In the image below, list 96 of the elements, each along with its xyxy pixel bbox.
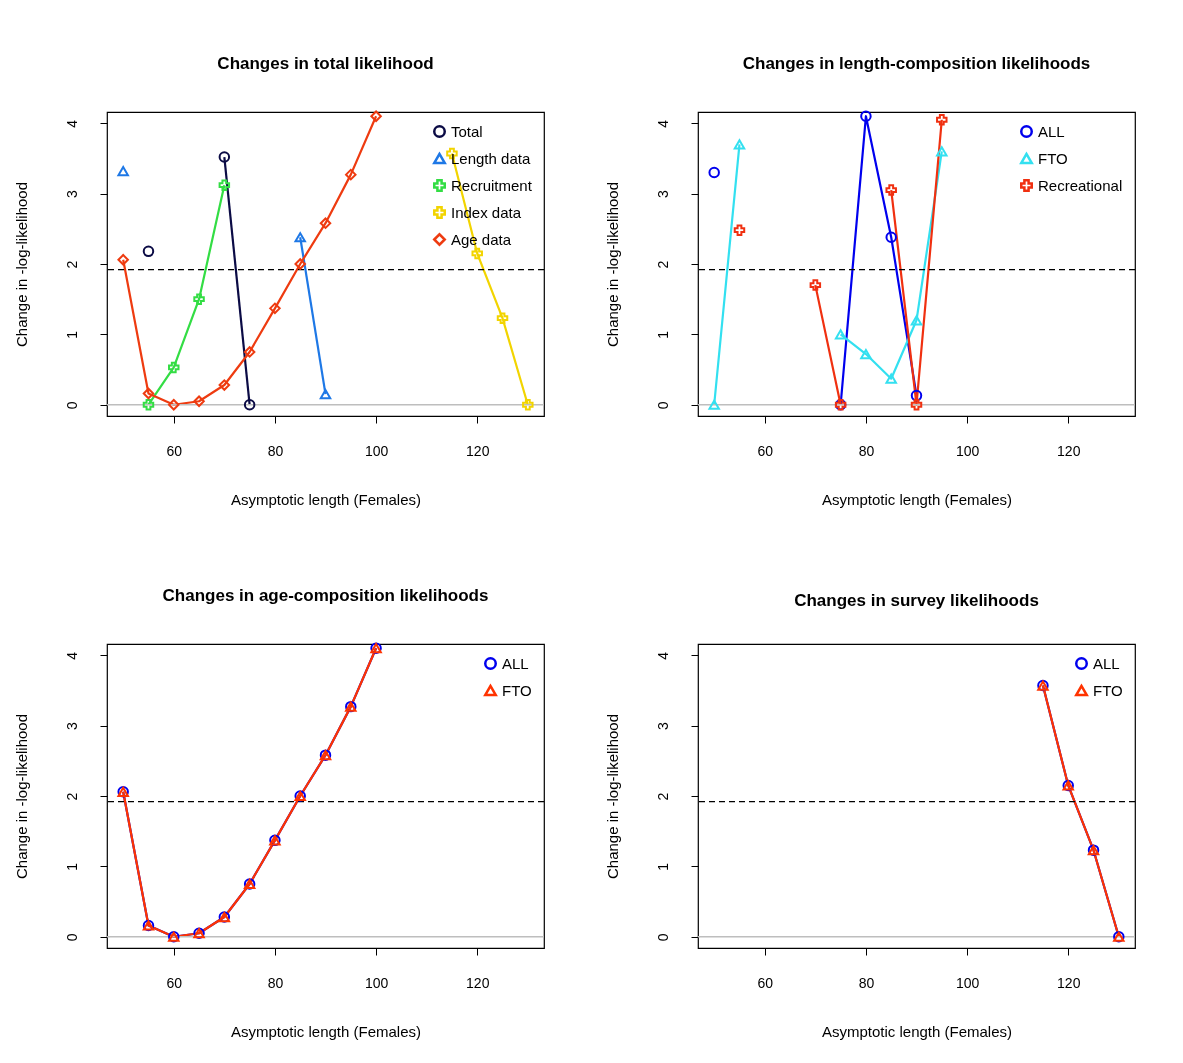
point xyxy=(834,329,847,340)
y-axis-title: Change in -log-likelihood xyxy=(12,181,30,348)
point xyxy=(319,389,332,400)
point xyxy=(218,151,231,163)
x-tick-label: 120 xyxy=(466,974,490,991)
point xyxy=(708,399,720,410)
point xyxy=(218,179,231,191)
y-tick-label: 2 xyxy=(63,260,80,269)
y-tick-label: 0 xyxy=(63,401,80,410)
y-tick-label: 0 xyxy=(654,401,671,410)
y-axis-title: Change in -log-likelihood xyxy=(603,713,621,880)
point xyxy=(218,379,231,391)
point xyxy=(885,231,897,243)
y-tick-label: 3 xyxy=(63,722,80,731)
y-tick-label: 2 xyxy=(63,792,80,801)
x-tick-label: 80 xyxy=(267,974,284,991)
point xyxy=(910,399,923,411)
chart-title: Changes in survey likelihoods xyxy=(794,591,1039,610)
y-tick-label: 2 xyxy=(654,792,671,801)
y-tick-label: 0 xyxy=(654,933,671,942)
x-tick-label: 120 xyxy=(466,442,490,459)
x-tick-label: 120 xyxy=(1057,974,1081,991)
point xyxy=(319,217,332,229)
x-tick-label: 80 xyxy=(267,442,284,459)
legend-label: ALL xyxy=(502,654,529,672)
chart-title: Changes in total likelihood xyxy=(217,54,434,74)
y-tick-label: 1 xyxy=(654,862,671,871)
point xyxy=(471,247,483,260)
chart-title: Changes in length-composition likelihoods xyxy=(742,54,1091,74)
x-tick-label: 60 xyxy=(166,442,183,459)
point xyxy=(269,302,281,315)
point xyxy=(809,279,822,291)
x-tick-label: 100 xyxy=(364,974,389,991)
point xyxy=(860,348,872,360)
point xyxy=(936,114,948,126)
point xyxy=(142,399,155,411)
point xyxy=(243,399,256,411)
point xyxy=(885,373,897,384)
point xyxy=(193,395,205,407)
legend-label: ALL xyxy=(1038,122,1065,140)
x-tick-label: 120 xyxy=(1057,442,1081,459)
point xyxy=(142,245,155,258)
legend-label: FTO xyxy=(1093,681,1123,699)
point xyxy=(243,346,256,358)
y-tick-label: 1 xyxy=(63,330,80,339)
x-tick-label: 60 xyxy=(166,974,183,991)
point xyxy=(117,254,129,266)
legend-label: FTO xyxy=(502,681,532,699)
y-tick-label: 1 xyxy=(63,862,80,871)
point xyxy=(910,389,923,402)
x-tick-label: 100 xyxy=(364,442,389,459)
x-tick-label: 100 xyxy=(955,974,980,991)
point xyxy=(168,399,180,411)
legend-label: ALL xyxy=(1093,654,1120,672)
x-axis-title: Asymptotic length (Females) xyxy=(821,1022,1013,1040)
point xyxy=(733,139,746,150)
y-tick-label: 4 xyxy=(63,119,80,128)
point xyxy=(708,166,720,179)
point xyxy=(910,315,923,326)
point xyxy=(860,110,872,122)
legend-label: Recreational xyxy=(1038,176,1123,194)
y-axis-title: Change in -log-likelihood xyxy=(603,181,621,348)
x-tick-label: 80 xyxy=(858,974,875,991)
y-tick-label: 3 xyxy=(654,190,671,199)
chart-title: Changes in age-composition likelihoods xyxy=(162,586,489,606)
y-tick-label: 4 xyxy=(654,119,671,128)
y-tick-label: 2 xyxy=(654,260,671,269)
y-tick-label: 4 xyxy=(654,651,671,660)
point xyxy=(294,258,306,270)
point xyxy=(885,184,897,196)
point xyxy=(370,110,382,122)
point xyxy=(193,293,205,305)
x-axis-title: Asymptotic length (Females) xyxy=(230,490,422,508)
y-axis-title: Change in -log-likelihood xyxy=(12,713,30,880)
x-tick-label: 60 xyxy=(757,442,774,459)
point xyxy=(936,146,948,157)
y-tick-label: 3 xyxy=(654,722,671,731)
point xyxy=(117,166,129,177)
y-tick-label: 3 xyxy=(63,190,80,199)
x-tick-label: 100 xyxy=(955,442,980,459)
point xyxy=(168,361,180,374)
y-tick-label: 0 xyxy=(63,933,80,942)
point xyxy=(345,168,357,181)
point xyxy=(522,399,534,411)
point xyxy=(496,312,509,324)
y-tick-label: 1 xyxy=(654,330,671,339)
x-axis-title: Asymptotic length (Females) xyxy=(821,490,1013,508)
x-tick-label: 60 xyxy=(757,974,774,991)
point xyxy=(142,387,155,400)
x-tick-label: 80 xyxy=(858,442,875,459)
point xyxy=(294,232,306,243)
x-axis-title: Asymptotic length (Females) xyxy=(230,1022,422,1040)
legend-label: FTO xyxy=(1038,149,1068,167)
point xyxy=(733,224,746,236)
y-tick-label: 4 xyxy=(63,651,80,660)
legend-label: Total xyxy=(451,122,483,140)
